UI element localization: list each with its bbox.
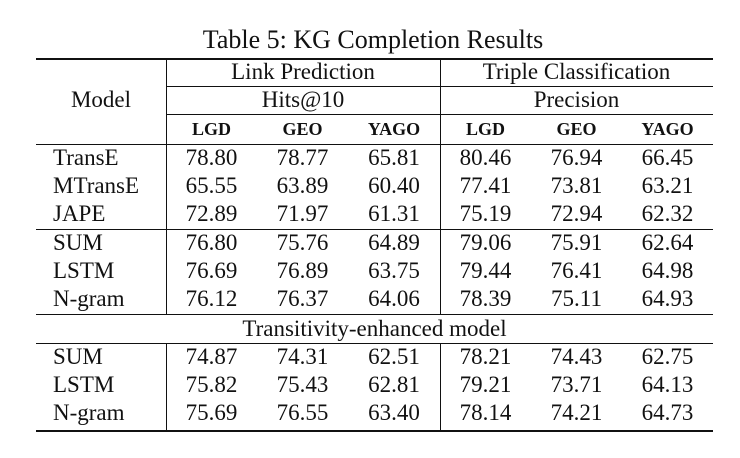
dataset-header-4: GEO xyxy=(556,119,597,139)
value-cell: 76.80 xyxy=(185,230,238,255)
value-cell: 72.94 xyxy=(550,201,603,226)
section-label: Transitivity-enhanced model xyxy=(242,316,507,341)
model-name-cell: LSTM xyxy=(53,372,115,397)
value-cell: 62.32 xyxy=(641,201,694,226)
value-cell: 74.87 xyxy=(185,344,238,369)
value-cell: 77.41 xyxy=(459,173,512,198)
header-bottom-rule xyxy=(36,144,713,145)
value-cell: 62.51 xyxy=(368,344,420,369)
value-cell: 63.40 xyxy=(368,400,420,425)
value-cell: 75.11 xyxy=(551,286,602,311)
value-cell: 78.21 xyxy=(459,344,512,369)
model-header: Model xyxy=(70,87,132,112)
value-cell: 75.82 xyxy=(185,372,238,397)
dataset-header-1: GEO xyxy=(282,119,323,139)
value-cell: 75.69 xyxy=(185,400,238,425)
value-cell: 71.97 xyxy=(276,201,329,226)
value-cell: 62.81 xyxy=(368,372,420,397)
value-cell: 74.31 xyxy=(276,344,329,369)
section-label-rule xyxy=(36,343,713,344)
task-divider xyxy=(440,58,441,314)
value-cell: 64.13 xyxy=(641,372,694,397)
bottom-rule xyxy=(36,430,713,432)
task-divider-lower xyxy=(440,343,441,431)
value-cell: 78.80 xyxy=(185,145,238,170)
value-cell: 76.94 xyxy=(550,145,603,170)
triple-classification-header: Triple Classification xyxy=(482,59,671,84)
dataset-header-5: YAGO xyxy=(641,119,694,139)
value-cell: 73.81 xyxy=(550,173,603,198)
model-name-cell: TransE xyxy=(53,145,119,170)
value-cell: 63.89 xyxy=(276,173,329,198)
table-caption: Table 5: KG Completion Results xyxy=(202,25,544,54)
value-cell: 64.98 xyxy=(641,258,694,283)
value-cell: 62.75 xyxy=(641,344,694,369)
value-cell: 79.44 xyxy=(459,258,512,283)
link-prediction-header: Link Prediction xyxy=(231,59,375,84)
metric-header-rule xyxy=(166,114,713,115)
group1-bottom-rule xyxy=(36,229,713,230)
value-cell: 65.81 xyxy=(368,145,420,170)
value-cell: 76.12 xyxy=(185,286,238,311)
value-cell: 75.43 xyxy=(276,372,329,397)
value-cell: 64.93 xyxy=(641,286,694,311)
value-cell: 64.89 xyxy=(368,230,420,255)
value-cell: 73.71 xyxy=(550,372,603,397)
value-cell: 76.55 xyxy=(276,400,329,425)
value-cell: 74.43 xyxy=(550,344,603,369)
model-name-cell: N-gram xyxy=(53,400,125,425)
value-cell: 62.64 xyxy=(641,230,694,255)
value-cell: 64.06 xyxy=(368,286,420,311)
value-cell: 63.75 xyxy=(368,258,420,283)
dataset-header-2: YAGO xyxy=(367,119,421,139)
value-cell: 79.21 xyxy=(459,372,512,397)
value-cell: 78.39 xyxy=(459,286,512,311)
value-cell: 76.89 xyxy=(276,258,329,283)
model-column-divider-lower xyxy=(166,343,167,431)
hits-at-10-header: Hits@10 xyxy=(261,87,345,112)
value-cell: 74.21 xyxy=(550,400,603,425)
value-cell: 76.69 xyxy=(185,258,238,283)
model-name-cell: SUM xyxy=(53,344,103,369)
model-name-cell: LSTM xyxy=(53,258,115,283)
value-cell: 63.21 xyxy=(641,173,694,198)
model-name-cell: SUM xyxy=(53,230,103,255)
dataset-header-3: LGD xyxy=(465,119,505,139)
dataset-header-0: LGD xyxy=(191,119,231,139)
precision-header: Precision xyxy=(533,87,620,112)
value-cell: 79.06 xyxy=(459,230,512,255)
model-name-cell: JAPE xyxy=(53,201,106,226)
value-cell: 76.41 xyxy=(550,258,603,283)
model-name-cell: N-gram xyxy=(53,286,125,311)
value-cell: 60.40 xyxy=(368,173,420,198)
top-rule xyxy=(36,58,713,60)
model-column-divider xyxy=(166,58,167,314)
value-cell: 66.45 xyxy=(641,145,694,170)
value-cell: 61.31 xyxy=(368,201,420,226)
group-header-rule xyxy=(166,86,713,87)
value-cell: 78.77 xyxy=(276,145,329,170)
value-cell: 64.73 xyxy=(641,400,694,425)
group2-bottom-rule xyxy=(36,314,713,315)
value-cell: 80.46 xyxy=(459,145,512,170)
value-cell: 78.14 xyxy=(459,400,512,425)
value-cell: 75.76 xyxy=(276,230,329,255)
value-cell: 75.19 xyxy=(459,201,512,226)
value-cell: 65.55 xyxy=(185,173,238,198)
value-cell: 76.37 xyxy=(276,286,329,311)
value-cell: 72.89 xyxy=(185,201,238,226)
value-cell: 75.91 xyxy=(550,230,603,255)
model-name-cell: MTransE xyxy=(53,173,140,198)
